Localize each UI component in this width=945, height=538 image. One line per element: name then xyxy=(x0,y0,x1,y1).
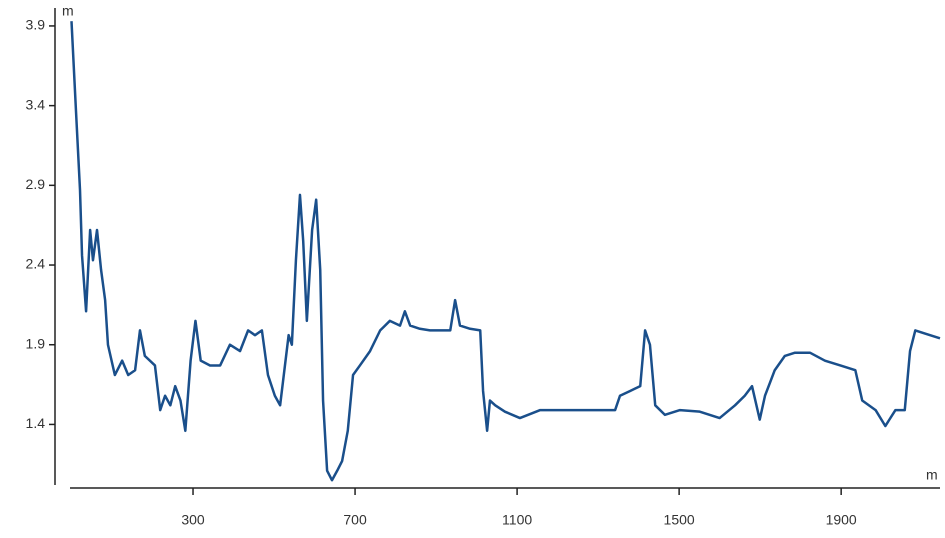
y-tick-label: 1.9 xyxy=(26,335,46,351)
y-tick-label: 3.9 xyxy=(26,17,46,33)
y-tick-label: 2.9 xyxy=(26,176,46,192)
x-tick-label: 700 xyxy=(343,512,367,528)
x-tick-label: 300 xyxy=(181,512,205,528)
y-unit: m xyxy=(62,3,74,19)
line-series xyxy=(70,21,941,482)
y-tick-label: 1.4 xyxy=(26,415,46,431)
x-unit: m xyxy=(926,467,938,483)
x-tick-label: 1100 xyxy=(502,512,532,528)
x-tick-label: 1900 xyxy=(826,512,857,528)
x-tick-label: 1500 xyxy=(664,512,695,528)
y-tick-label: 2.4 xyxy=(26,256,46,272)
y-tick-label: 3.4 xyxy=(26,96,46,112)
